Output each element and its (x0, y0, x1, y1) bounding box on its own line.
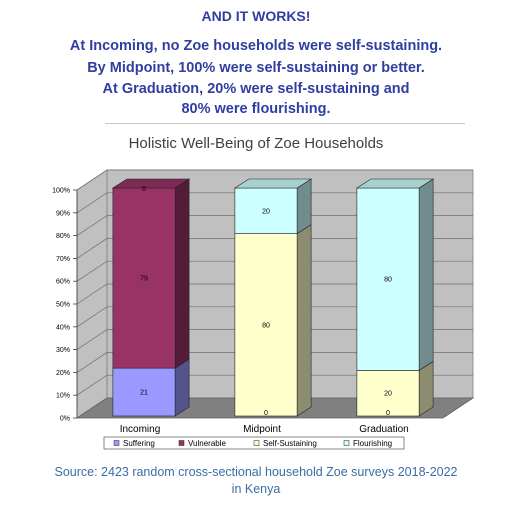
y-tick-label: 90% (56, 210, 70, 217)
data-label: 20 (384, 391, 392, 398)
gridline (76, 215, 473, 236)
gridline (76, 374, 473, 396)
bar-top-graduation (355, 178, 435, 189)
bar-graduation-self-sustaining-side (418, 360, 434, 417)
legend-label: Self-Sustaining (263, 439, 317, 448)
legend-item-vulnerable: Vulnerable (178, 439, 227, 448)
data-label: 0 (264, 410, 268, 417)
y-tick-label: 100% (52, 188, 70, 195)
bar-midpoint-self-sustaining-front (234, 233, 298, 417)
gridline (76, 260, 473, 282)
bar-midpoint-flourishing-side (296, 178, 312, 235)
bar-incoming-vulnerable (112, 178, 190, 369)
y-tick-label: 60% (56, 279, 70, 286)
data-label: 21 (140, 390, 148, 397)
gridline (76, 238, 473, 259)
legend-label: Flourishing (353, 439, 392, 448)
x-category-label: Incoming (120, 424, 161, 435)
bar-midpoint-self-sustaining (234, 224, 312, 417)
divider (105, 123, 465, 124)
gridline (76, 169, 473, 191)
data-label: 0 (386, 410, 390, 417)
legend-item-flourishing: Flourishing (343, 439, 392, 448)
legend-swatch (113, 440, 120, 446)
source-note-line-1: Source: 2423 random cross-sectional hous… (54, 465, 458, 479)
stacked-3d-bar-chart: Holistic Well-Being of Zoe Households 0% 1… (52, 135, 475, 450)
bar-midpoint-self-sustaining-side (296, 224, 312, 417)
gridline (76, 352, 473, 373)
bar-top-incoming (111, 178, 191, 189)
gridline (76, 329, 473, 350)
gridline (76, 306, 473, 328)
legend-swatch (178, 440, 185, 446)
legend-swatch (253, 440, 260, 446)
source-note-line-2: in Kenya (231, 482, 281, 496)
data-label: 79 (140, 276, 148, 283)
y-tick-label: 30% (56, 347, 70, 354)
data-label: 0 (142, 186, 146, 193)
bar-graduation-flourishing (356, 178, 434, 371)
y-tick-label: 70% (56, 256, 70, 263)
y-tick-label: 50% (56, 302, 70, 309)
y-tick-label: 10% (56, 393, 70, 400)
bar-graduation-self-sustaining (356, 360, 434, 417)
legend-swatch (343, 440, 350, 446)
gridline (76, 283, 473, 305)
bar-midpoint-flourishing-front (234, 187, 298, 234)
gridline (76, 192, 473, 214)
bar-incoming-suffering (112, 358, 190, 417)
x-category-label: Midpoint (243, 424, 281, 435)
bar-graduation-flourishing-front (356, 187, 420, 371)
y-tick-label: 20% (56, 370, 70, 377)
legend-item-self-sustaining: Self-Sustaining (253, 439, 317, 448)
slide-heading: AND IT WORKS! (201, 8, 311, 24)
y-tick-label: 0% (60, 416, 70, 423)
bar-incoming-vulnerable-side (174, 178, 190, 369)
bar-incoming-vulnerable-front (112, 187, 176, 369)
chart-title: Holistic Well-Being of Zoe Households (129, 135, 384, 152)
bar-midpoint-flourishing (234, 178, 312, 235)
legend-label: Vulnerable (188, 439, 227, 448)
legend-item-suffering: Suffering (113, 439, 155, 448)
x-category-label: Graduation (359, 424, 408, 435)
legend-label: Suffering (123, 439, 155, 448)
summary-line-4: 80% were flourishing. (181, 101, 331, 117)
summary-line-1: At Incoming, no Zoe households were self… (69, 38, 443, 54)
bar-graduation-flourishing-side (418, 178, 434, 371)
y-tick-label: 80% (56, 233, 70, 240)
bar-incoming-suffering-side (174, 358, 190, 417)
bar-graduation-self-sustaining-front (356, 370, 420, 417)
bar-top-midpoint (233, 178, 313, 189)
summary-line-3: At Graduation, 20% were self-sustaining … (102, 81, 410, 97)
data-label: 80 (384, 277, 392, 284)
data-label: 80 (262, 322, 270, 329)
summary-line-2: By Midpoint, 100% were self-sustaining o… (87, 60, 425, 76)
data-label: 20 (262, 208, 270, 215)
y-tick-label: 40% (56, 324, 70, 331)
